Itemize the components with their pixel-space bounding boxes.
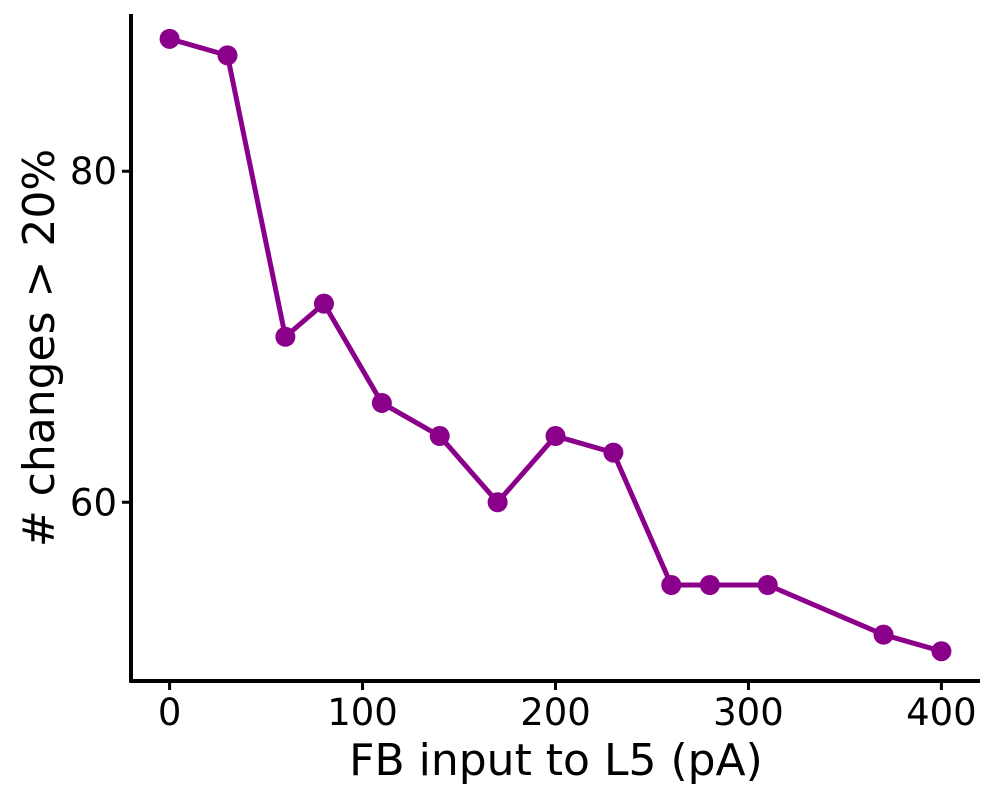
y-tick-label: 60 [70, 481, 117, 524]
data-point [545, 426, 566, 447]
data-point [699, 575, 720, 596]
data-point [757, 575, 778, 596]
data-point [931, 641, 952, 662]
data-point [661, 575, 682, 596]
data-point [275, 326, 296, 347]
y-axis-title: # changes > 20% [14, 149, 65, 547]
data-point [313, 293, 334, 314]
data-point [487, 492, 508, 513]
x-axis-title: FB input to L5 (pA) [349, 735, 763, 786]
series-group [159, 28, 952, 662]
x-tick-label: 0 [158, 691, 182, 734]
data-point [603, 442, 624, 463]
data-point [429, 426, 450, 447]
data-point [159, 28, 180, 49]
data-point [217, 45, 238, 66]
x-tick-label: 400 [906, 691, 977, 734]
data-point [371, 392, 392, 413]
data-point [873, 624, 894, 645]
axes: 0 100 200 300 400 60 80 [70, 14, 980, 734]
y-tick-label: 80 [70, 150, 117, 193]
x-tick-label: 100 [327, 691, 398, 734]
x-tick-label: 200 [520, 691, 591, 734]
x-tick-label: 300 [713, 691, 784, 734]
